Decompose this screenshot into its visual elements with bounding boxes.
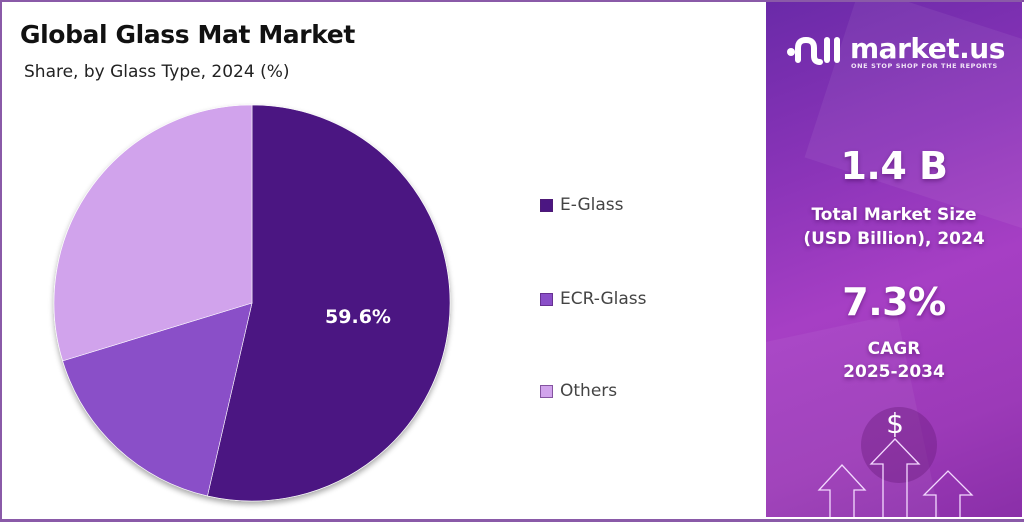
dollar-icon: $ [886,407,904,440]
cagr-label-line2: 2025-2034 [843,362,945,382]
legend-label: E-Glass [560,195,624,215]
legend-swatch [540,292,553,306]
cagr-label-line1: CAGR [867,339,921,359]
market-size-label-line1: Total Market Size [811,205,977,225]
growth-arrows-icon: $ [817,407,974,517]
pie-slice-ecr-glass [62,302,253,497]
market-size-label-line2: (USD Billion), 2024 [803,229,985,249]
cagr-value: 7.3% [842,280,946,324]
legend-swatch [540,198,553,212]
legend-item-others: Others [540,381,617,401]
chart-panel: Global Glass Mat Market Share, by Glass … [2,2,766,517]
chart-subtitle: Share, by Glass Type, 2024 (%) [24,62,290,82]
pie-slice-e-glass [207,104,451,502]
legend-item-e-glass: E-Glass [540,195,624,215]
chart-title: Global Glass Mat Market [20,20,355,49]
legend-item-ecr-glass: ECR-Glass [540,289,647,309]
legend-swatch [540,384,553,398]
brand-logo: market.us [786,32,1005,66]
legend-label: ECR-Glass [560,289,647,309]
pie-slice-others [53,104,253,362]
brand-tagline: ONE STOP SHOP FOR THE REPORTS [851,62,998,70]
market-size-value: 1.4 B [840,144,948,188]
slice-label-e-glass: 59.6% [325,306,391,328]
summary-sidebar: market.us ONE STOP SHOP FOR THE REPORTS … [766,2,1022,517]
market-us-logo-icon [787,36,840,65]
pie-chart: 59.6% [53,104,451,502]
brand-name: market.us [850,32,1005,65]
legend-label: Others [560,381,618,401]
